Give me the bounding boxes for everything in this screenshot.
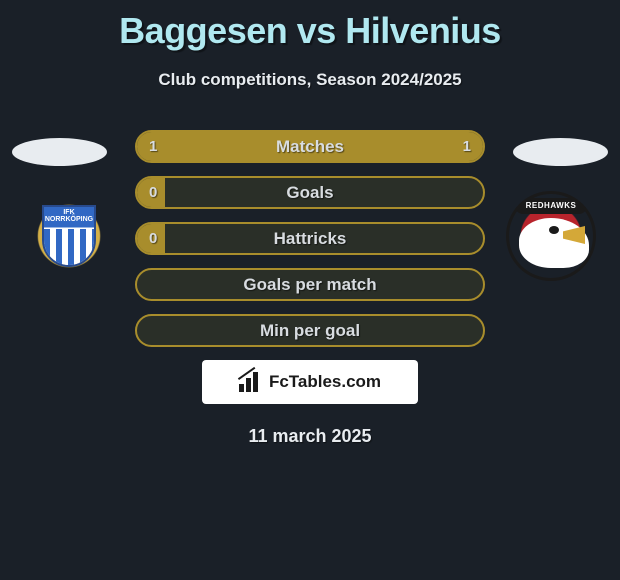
club-logo-left: IFK NORRKÖPING — [20, 187, 118, 285]
bar-label: Goals per match — [137, 270, 483, 299]
stat-bar-row: 0Goals — [135, 176, 485, 209]
bar-label: Goals — [137, 178, 483, 207]
bar-label: Matches — [137, 132, 483, 161]
brand-text: FcTables.com — [269, 372, 381, 392]
club-logo-right: REDHAWKS — [502, 187, 600, 285]
subtitle: Club competitions, Season 2024/2025 — [0, 70, 620, 90]
date-label: 11 march 2025 — [0, 426, 620, 447]
page-title: Baggesen vs Hilvenius — [0, 0, 620, 52]
bar-label: Min per goal — [137, 316, 483, 345]
stat-bar-row: Min per goal — [135, 314, 485, 347]
player-oval-right — [513, 138, 608, 166]
logo-right-banner: REDHAWKS — [515, 198, 587, 214]
chart-icon — [239, 372, 263, 392]
comparison-area: IFK NORRKÖPING REDHAWKS 11Matches 0Goals 0… — [0, 130, 620, 447]
stat-bar-row: 11Matches — [135, 130, 485, 163]
bar-label: Hattricks — [137, 224, 483, 253]
stat-bar-row: 0Hattricks — [135, 222, 485, 255]
player-oval-left — [12, 138, 107, 166]
stat-bars: 11Matches 0Goals 0Hattricks Goals per match… — [135, 130, 485, 347]
brand-link[interactable]: FcTables.com — [202, 360, 418, 404]
stat-bar-row: Goals per match — [135, 268, 485, 301]
shield-text-line2: NORRKÖPING — [44, 216, 94, 223]
shield-text-line1: IFK — [44, 209, 94, 216]
